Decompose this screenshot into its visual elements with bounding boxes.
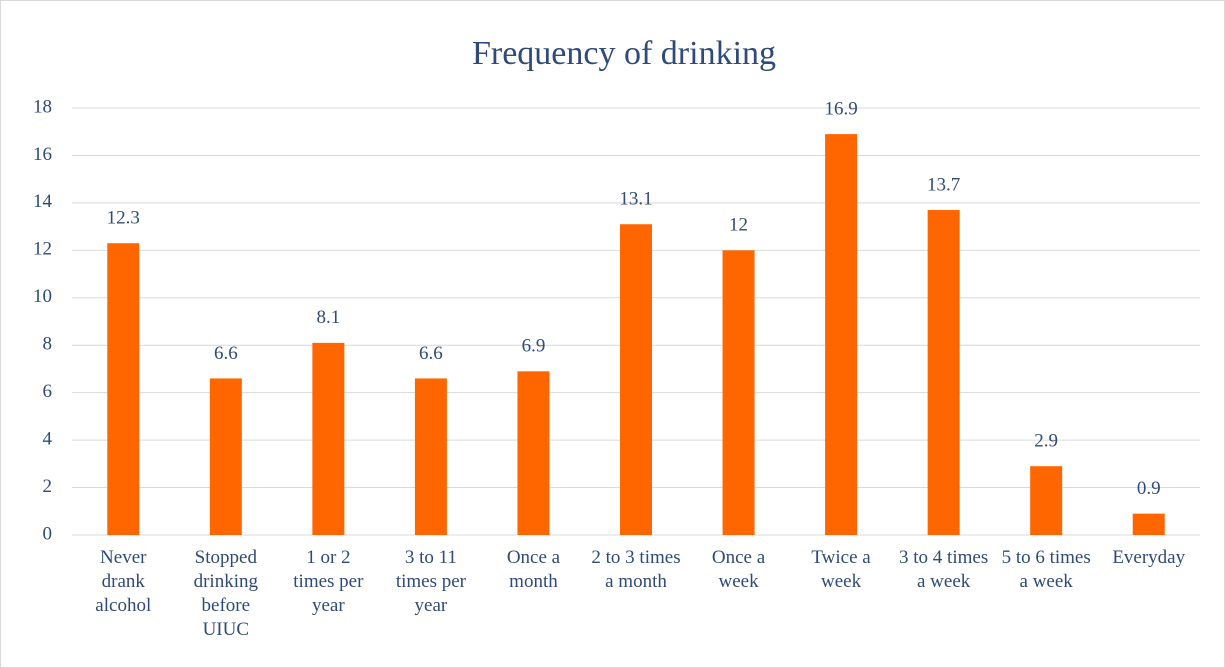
data-label: 6.9 xyxy=(522,336,546,357)
bar xyxy=(209,378,242,535)
bar xyxy=(722,250,755,536)
data-label: 12 xyxy=(729,215,748,236)
bar xyxy=(620,224,652,535)
data-label: 8.1 xyxy=(316,307,340,328)
bar xyxy=(414,378,447,535)
bar xyxy=(517,371,550,535)
data-label: 13.7 xyxy=(927,174,960,195)
data-label: 6.6 xyxy=(214,343,238,364)
data-label: 2.9 xyxy=(1034,431,1058,452)
bar xyxy=(1132,513,1165,535)
x-tick-label: Everyday xyxy=(1112,547,1186,568)
y-tick-label: 8 xyxy=(43,334,53,355)
bar xyxy=(312,342,345,535)
bar xyxy=(1030,466,1063,535)
x-tick-label: Once a week xyxy=(711,547,766,592)
y-tick-label: 12 xyxy=(33,239,52,260)
x-tick-label: 3 to 11 times per year xyxy=(395,547,466,616)
bar xyxy=(107,243,140,535)
x-tick-label: 5 to 6 times a week xyxy=(1001,547,1091,592)
y-tick-label: 18 xyxy=(33,96,52,117)
data-label: 12.3 xyxy=(107,208,140,229)
x-tick-label: Once a month xyxy=(506,547,561,592)
y-tick-label: 10 xyxy=(33,286,52,307)
x-tick-label: 2 to 3 times a month xyxy=(591,547,681,592)
bar xyxy=(927,210,960,535)
bar xyxy=(825,134,858,535)
y-tick-label: 14 xyxy=(33,191,53,212)
y-tick-label: 6 xyxy=(43,381,53,402)
y-tick-label: 4 xyxy=(43,428,53,449)
x-tick-label: 1 or 2 times per year xyxy=(293,547,364,616)
y-tick-label: 0 xyxy=(43,523,53,544)
y-tick-label: 16 xyxy=(33,144,52,165)
x-tick-label: Stopped drinking before UIUC xyxy=(193,547,258,640)
data-label: 16.9 xyxy=(824,98,857,119)
x-tick-label: Never drank alcohol xyxy=(95,547,152,616)
x-tick-label: Twice a week xyxy=(811,547,871,592)
x-tick-label: 3 to 4 times a week xyxy=(899,547,989,592)
data-label: 6.6 xyxy=(419,343,443,364)
data-label: 0.9 xyxy=(1137,478,1161,499)
y-tick-label: 2 xyxy=(43,476,53,497)
data-label: 13.1 xyxy=(619,189,652,210)
chart-title: Frequency of drinking xyxy=(472,35,776,72)
